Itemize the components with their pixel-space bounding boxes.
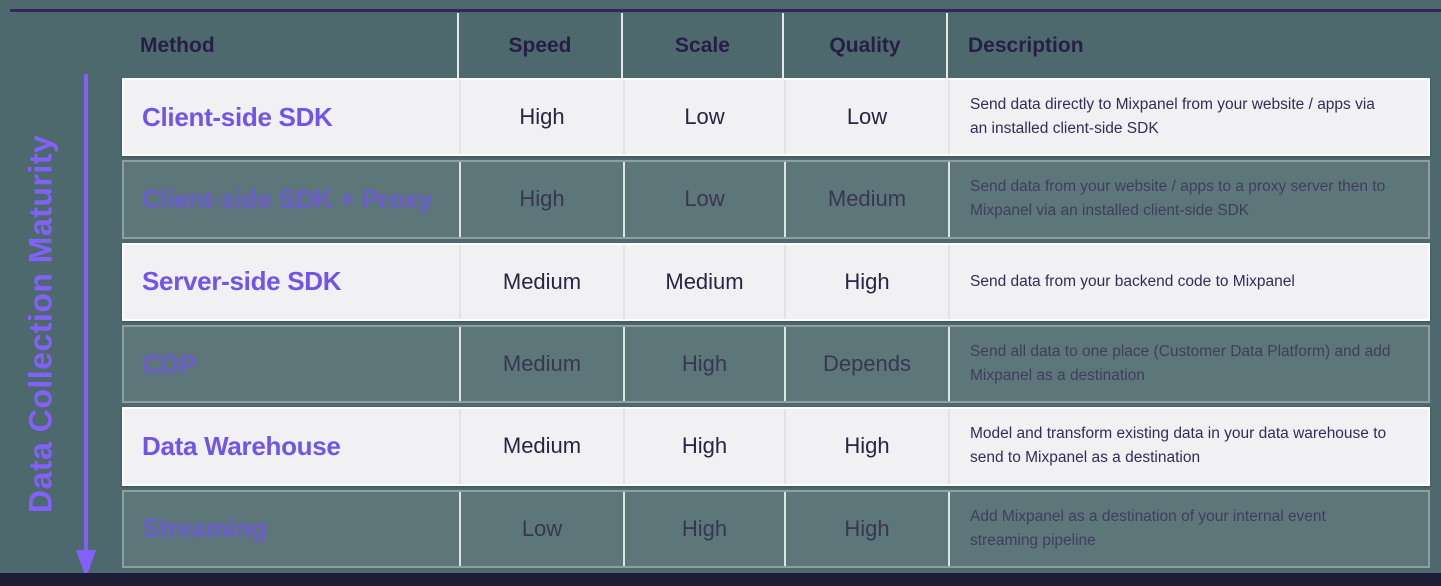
method-cell: Client-side SDK + Proxy — [124, 162, 459, 236]
description-cell: Model and transform existing data in you… — [948, 409, 1428, 484]
method-label: Server-side SDK — [142, 266, 342, 297]
table-header-row: Method Speed Scale Quality Description — [122, 13, 1430, 78]
method-label: Data Warehouse — [142, 430, 341, 461]
quality-cell: Depends — [784, 326, 948, 402]
scale-cell: High — [623, 326, 784, 402]
quality-value: Depends — [822, 351, 912, 377]
description-text: Model and transform existing data in you… — [970, 425, 1387, 467]
quality-value: High — [844, 433, 890, 459]
description-cell: Send data from your backend code to Mixp… — [948, 244, 1428, 319]
quality-cell: High — [784, 491, 948, 566]
header-speed: Speed — [457, 13, 621, 78]
speed-value: Medium — [502, 268, 582, 294]
speed-cell: Medium — [459, 244, 623, 319]
speed-cell: Low — [459, 491, 623, 566]
scale-cell: High — [623, 409, 784, 484]
speed-cell: Medium — [459, 326, 623, 402]
quality-cell: Medium — [784, 162, 948, 237]
quality-value: High — [844, 268, 890, 294]
header-quality: Quality — [782, 13, 946, 78]
table-row: Streaming Low High High Add Mixpanel as … — [122, 489, 1430, 568]
description-text: Send data from your website / apps to a … — [970, 178, 1386, 220]
method-label: Client-side SDK + Proxy — [142, 183, 433, 214]
method-cell: Client-side SDK — [124, 80, 459, 154]
quality-value: High — [844, 515, 890, 541]
speed-value: High — [519, 186, 565, 212]
description-text: Send all data to one place (Customer Dat… — [970, 343, 1391, 385]
method-cell: Data Warehouse — [124, 409, 459, 483]
table-body: Client-side SDK High Low Low Send data d… — [122, 78, 1430, 568]
quality-value: Low — [846, 104, 888, 130]
bottom-bar — [0, 573, 1441, 586]
description-cell: Send all data to one place (Customer Dat… — [948, 326, 1428, 402]
speed-value: Low — [521, 515, 563, 541]
maturity-axis-label: Data Collection Maturity — [22, 134, 59, 514]
top-divider-line — [10, 9, 1441, 12]
scale-value: Low — [684, 186, 725, 212]
header-scale: Scale — [621, 13, 782, 78]
speed-value: Medium — [502, 433, 582, 459]
scale-cell: Low — [623, 80, 784, 155]
methods-comparison-table: Method Speed Scale Quality Description C… — [122, 13, 1430, 568]
table-row: Client-side SDK High Low Low Send data d… — [122, 78, 1430, 157]
scale-cell: High — [623, 491, 784, 566]
scale-value: High — [681, 351, 728, 377]
scale-cell: Low — [623, 162, 784, 237]
description-cell: Send data from your website / apps to a … — [948, 162, 1428, 237]
arrow-down-icon — [76, 74, 96, 578]
scale-value: High — [681, 433, 728, 459]
method-cell: Streaming — [124, 492, 459, 566]
header-method: Method — [140, 33, 215, 57]
table-row: Server-side SDK Medium Medium High Send … — [122, 242, 1430, 321]
quality-cell: High — [784, 244, 948, 319]
table-row: Client-side SDK + Proxy High Low Medium … — [122, 160, 1430, 239]
description-text: Add Mixpanel as a destination of your in… — [970, 507, 1326, 549]
method-cell: CDP — [124, 327, 459, 401]
description-text: Send data from your backend code to Mixp… — [970, 272, 1295, 290]
speed-cell: High — [459, 80, 623, 155]
scale-cell: Medium — [623, 244, 784, 319]
scale-value: Low — [684, 104, 725, 130]
header-description: Description — [946, 13, 1430, 78]
method-label: CDP — [142, 348, 196, 379]
method-label: Client-side SDK — [142, 101, 333, 132]
speed-cell: Medium — [459, 409, 623, 484]
speed-value: High — [519, 104, 565, 130]
quality-value: Medium — [827, 186, 907, 212]
table-row: Data Warehouse Medium High High Model an… — [122, 407, 1430, 486]
speed-cell: High — [459, 162, 623, 237]
quality-cell: High — [784, 409, 948, 484]
description-cell: Add Mixpanel as a destination of your in… — [948, 491, 1428, 566]
speed-value: Medium — [502, 351, 582, 377]
description-cell: Send data directly to Mixpanel from your… — [948, 80, 1428, 155]
method-label: Streaming — [142, 513, 267, 544]
scale-value: Medium — [665, 268, 744, 294]
description-text: Send data directly to Mixpanel from your… — [970, 96, 1375, 138]
method-cell: Server-side SDK — [124, 245, 459, 319]
quality-cell: Low — [784, 80, 948, 155]
table-row: CDP Medium High Depends Send all data to… — [122, 324, 1430, 404]
scale-value: High — [681, 515, 728, 541]
